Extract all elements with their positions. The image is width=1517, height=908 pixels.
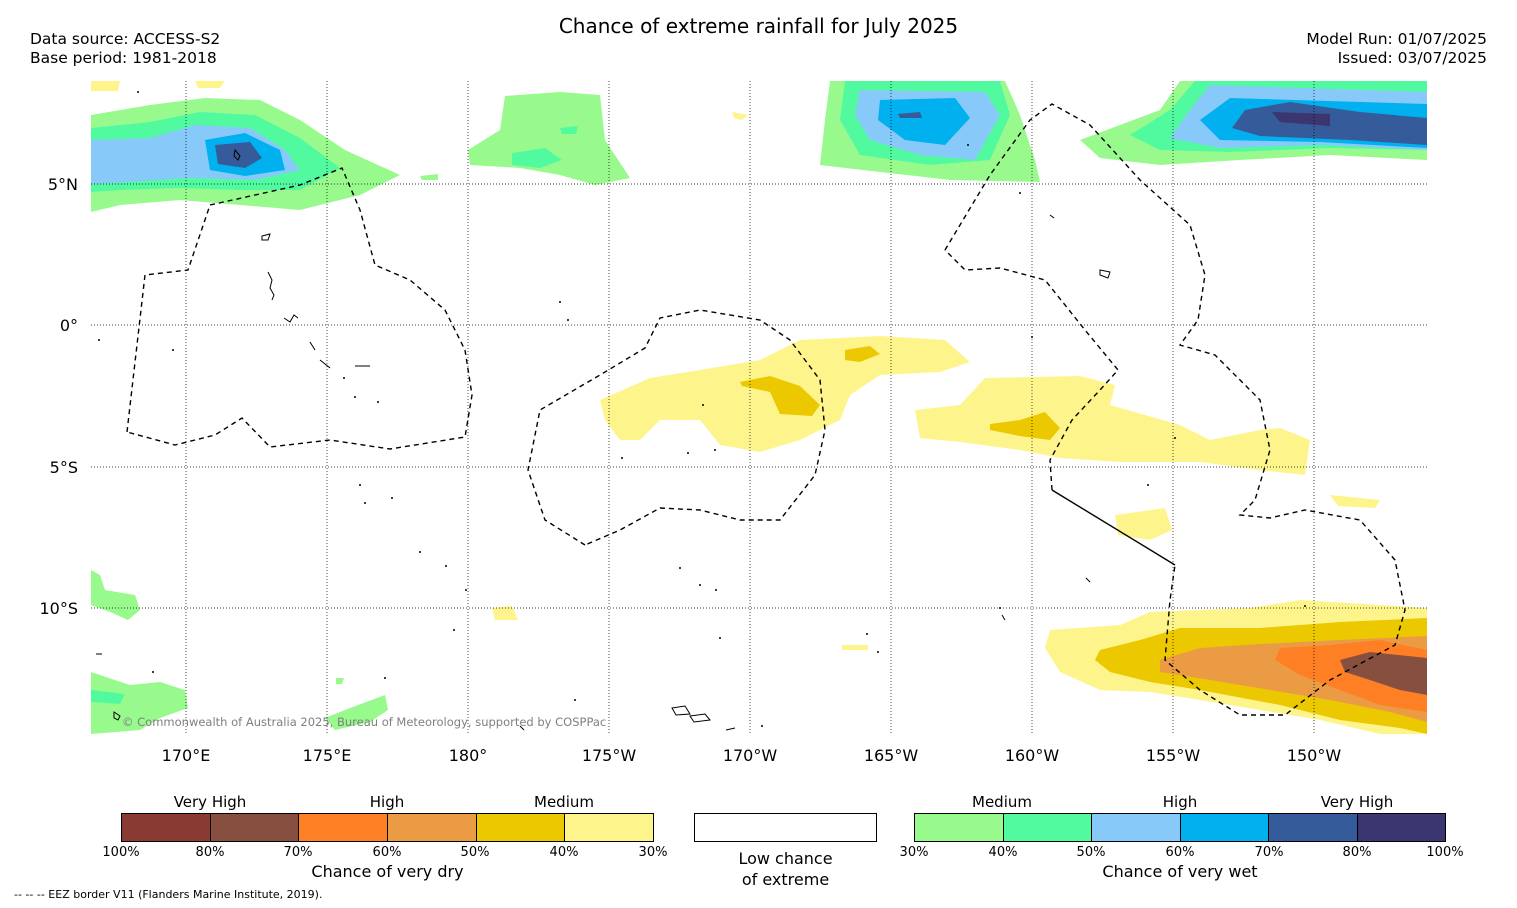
- islands: [96, 148, 1111, 731]
- dry-swatch-5: [476, 814, 566, 841]
- dry-tick: 50%: [460, 845, 490, 860]
- wet-region-northeast: [1080, 81, 1427, 165]
- gridlines: [91, 81, 1427, 734]
- wet-tick: 70%: [1254, 845, 1284, 860]
- low-chance-line1: Low chance: [738, 849, 833, 868]
- dry-category-very-high: Very High: [173, 793, 247, 811]
- lat-label-0: 0°: [59, 316, 78, 335]
- low-chance-swatch: [694, 813, 877, 842]
- dry-tick: 60%: [372, 845, 402, 860]
- lon-label-170e: 170°E: [161, 746, 211, 765]
- dry-swatch-1: [122, 814, 211, 841]
- wet-swatch-1: [915, 814, 1004, 841]
- dry-colorbar: [121, 813, 654, 842]
- wet-tick: 30%: [899, 845, 929, 860]
- wet-swatch-3: [1092, 814, 1181, 841]
- lon-label-160w: 160°W: [1004, 746, 1060, 765]
- eez-borders: [126, 103, 1406, 716]
- wet-region-northwest: [91, 81, 400, 212]
- low-chance-line2: of extreme: [741, 870, 830, 889]
- dry-tick: 70%: [283, 845, 313, 860]
- issued-date: Issued: 03/07/2025: [1337, 49, 1487, 67]
- wet-swatch-6: [1357, 814, 1445, 841]
- dry-tick: 30%: [638, 845, 668, 860]
- atoll-dots: [98, 91, 1306, 727]
- dry-category-high: High: [369, 793, 405, 811]
- lon-label-165w: 165°W: [863, 746, 919, 765]
- wet-category-medium: Medium: [972, 793, 1032, 811]
- dry-tick: 40%: [549, 845, 579, 860]
- wet-category-high: High: [1162, 793, 1198, 811]
- dry-tick: 100%: [102, 845, 140, 860]
- lon-label-170w: 170°W: [722, 746, 778, 765]
- wet-swatch-2: [1003, 814, 1092, 841]
- lat-label-5s: 5°S: [49, 458, 78, 477]
- wet-colorbar: [914, 813, 1446, 842]
- dry-swatch-2: [210, 814, 300, 841]
- dry-region-southeast: [1045, 600, 1427, 734]
- wet-tick: 60%: [1165, 845, 1195, 860]
- data-source: Data source: ACCESS-S2: [30, 30, 221, 48]
- lon-label-150w: 150°W: [1286, 746, 1342, 765]
- wet-swatch-5: [1269, 814, 1358, 841]
- copyright-notice: © Commonwealth of Australia 2025, Bureau…: [122, 715, 607, 729]
- dry-swatch-4: [388, 814, 477, 841]
- wet-region-north-small: [420, 92, 630, 185]
- low-chance-label: Low chance of extreme: [694, 848, 877, 890]
- run-info: Model Run: 01/07/2025 Issued: 03/07/2025: [1306, 30, 1487, 68]
- map-title: Chance of extreme rainfall for July 2025: [558, 14, 959, 38]
- lat-label-10s: 10°S: [39, 599, 78, 618]
- lon-label-155w: 155°W: [1145, 746, 1201, 765]
- wet-category-very-high: Very High: [1320, 793, 1394, 811]
- dry-swatch-3: [299, 814, 389, 841]
- lon-label-180: 180°: [448, 746, 488, 765]
- lon-label-175w: 175°W: [581, 746, 637, 765]
- wet-tick: 100%: [1426, 845, 1464, 860]
- data-info: Data source: ACCESS-S2 Base period: 1981…: [30, 30, 220, 68]
- base-period: Base period: 1981-2018: [30, 49, 217, 67]
- wet-tick: 50%: [1076, 845, 1106, 860]
- eez-border-note: -- -- -- EEZ border V11 (Flanders Marine…: [14, 888, 323, 901]
- dry-swatch-6: [565, 814, 654, 841]
- wet-swatch-4: [1180, 814, 1269, 841]
- lat-label-5n: 5°N: [47, 175, 78, 194]
- wet-region-southwest: [91, 570, 388, 734]
- dry-tick: 80%: [195, 845, 225, 860]
- dry-legend-title: Chance of very dry: [311, 862, 464, 881]
- wet-legend-title: Chance of very wet: [1102, 862, 1258, 881]
- wet-tick: 80%: [1342, 845, 1372, 860]
- dry-region-central: [492, 112, 1380, 650]
- wet-tick: 40%: [988, 845, 1018, 860]
- lon-label-175e: 175°E: [302, 746, 352, 765]
- model-run: Model Run: 01/07/2025: [1306, 30, 1487, 48]
- wet-region-165w: [820, 81, 1040, 182]
- dry-category-medium: Medium: [534, 793, 594, 811]
- eez-solid-border: [1051, 489, 1176, 566]
